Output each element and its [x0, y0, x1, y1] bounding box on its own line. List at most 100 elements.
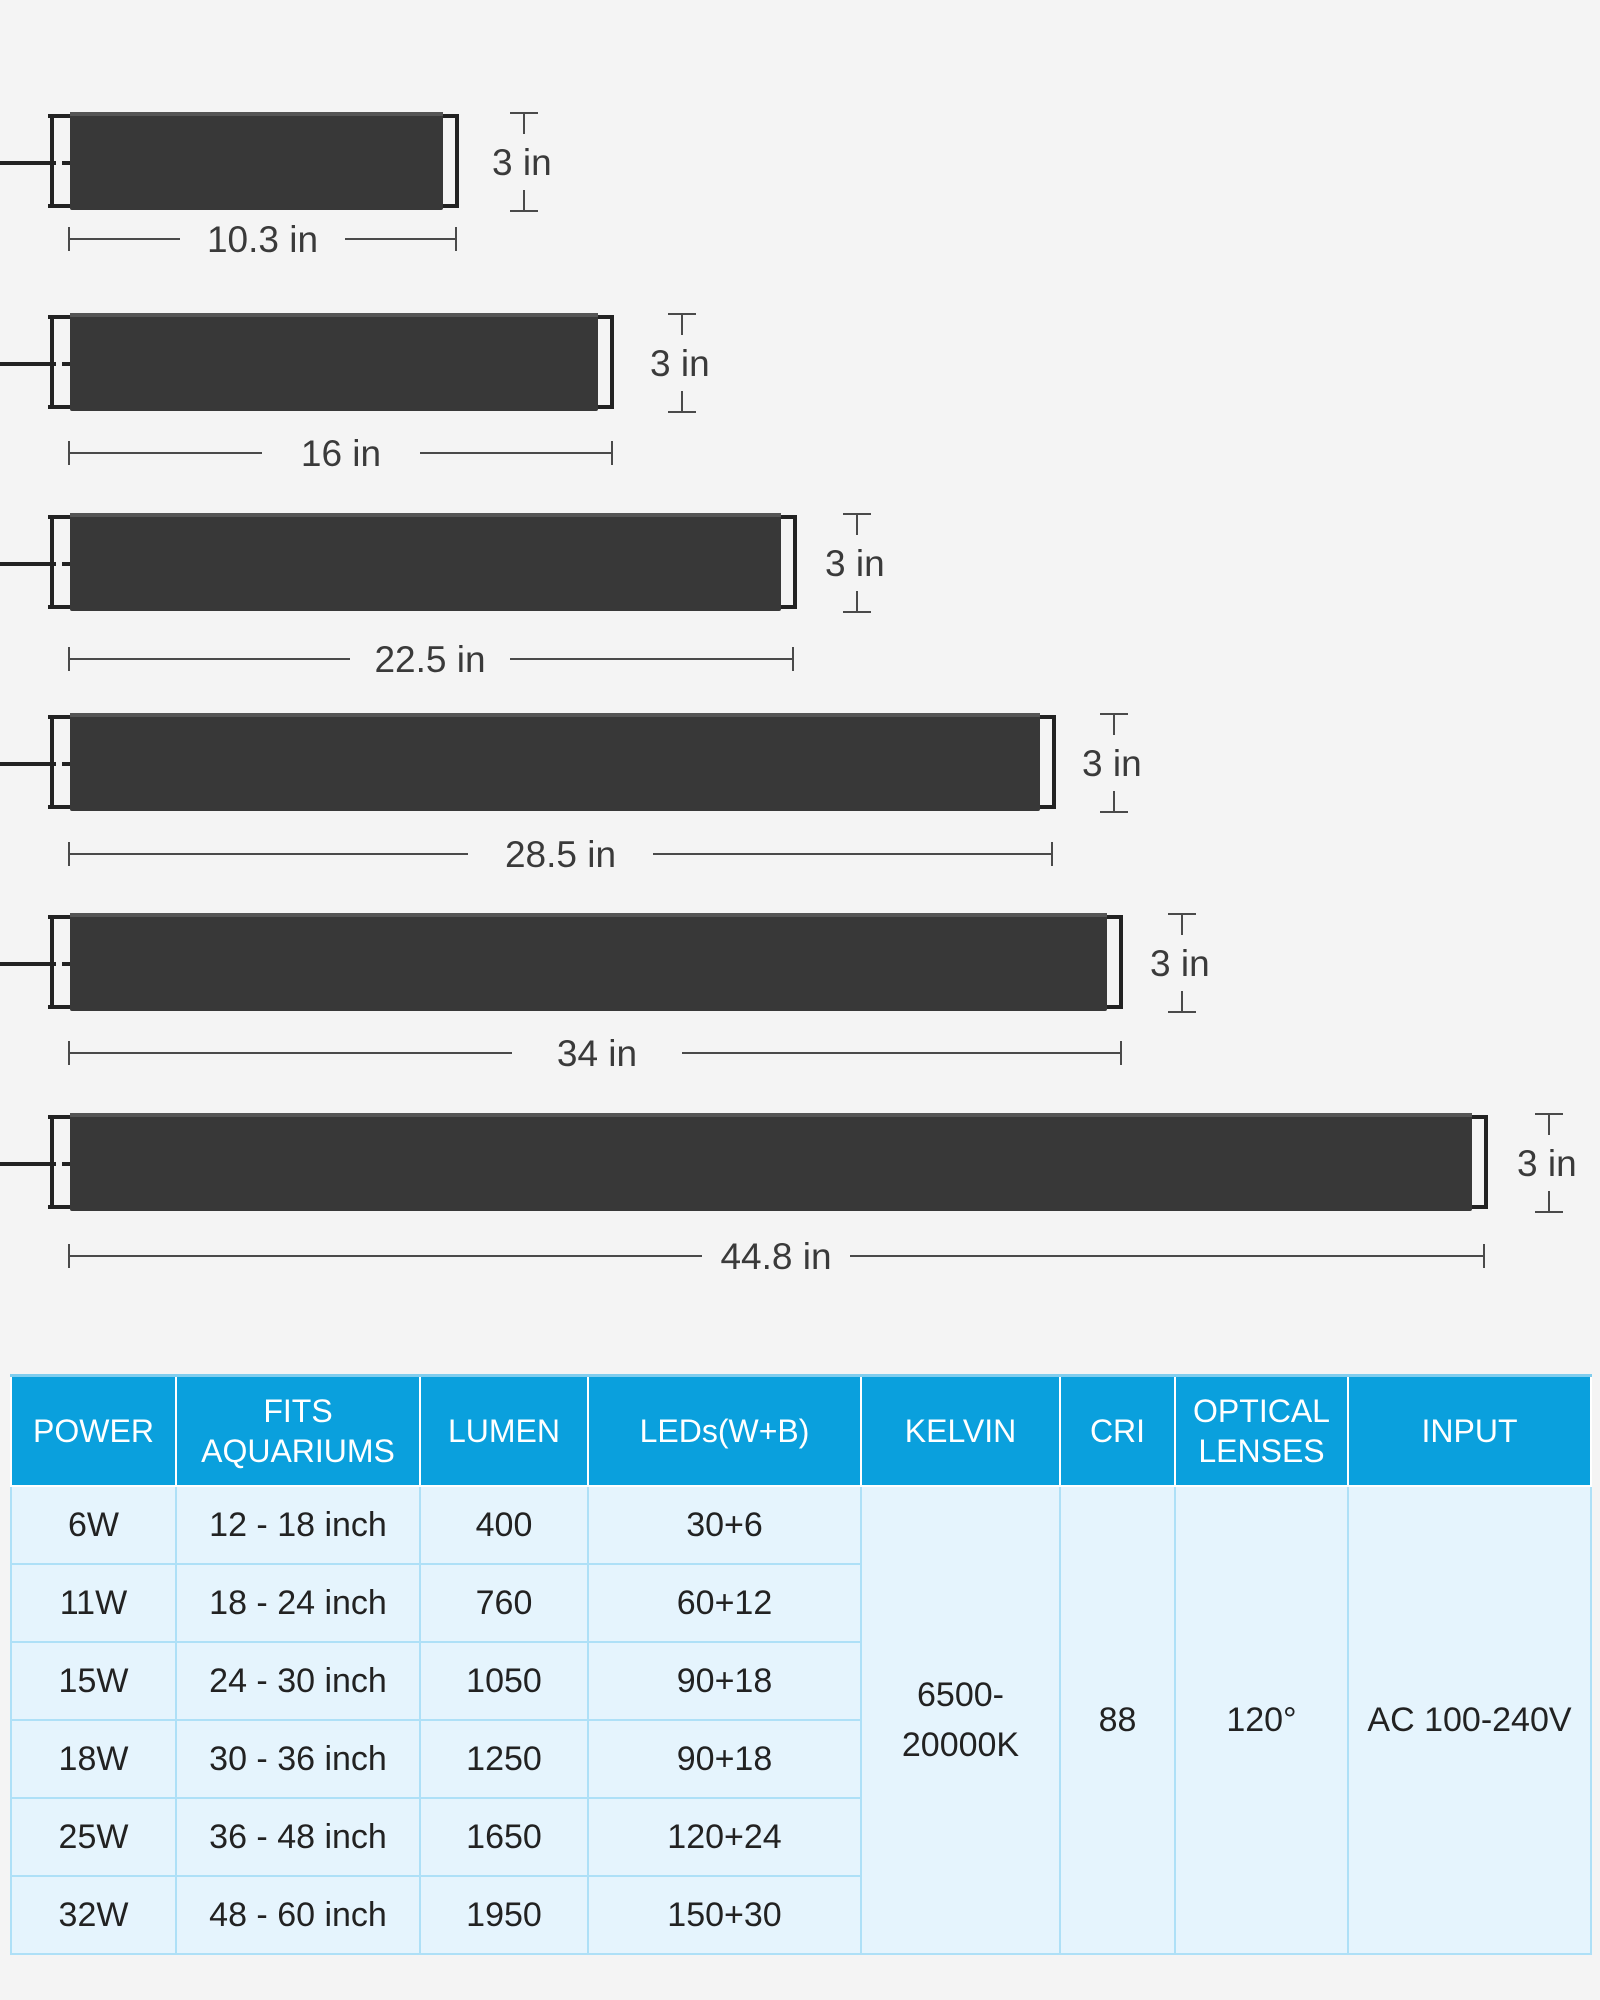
cell-fits: 12 - 18 inch	[175, 1485, 421, 1565]
left-bracket	[48, 1115, 70, 1209]
left-bracket	[48, 315, 70, 409]
light-bar-edge	[70, 513, 781, 517]
left-bracket-highlight	[56, 521, 62, 603]
cell-power: 32W	[10, 1875, 177, 1955]
header-leds: LEDs(W+B)	[587, 1374, 862, 1487]
light-bar-body	[70, 112, 443, 210]
light-bar-edge	[70, 112, 443, 116]
cell-lumen: 1050	[419, 1641, 589, 1721]
right-bracket-highlight	[785, 523, 790, 601]
height-label: 3 in	[650, 343, 710, 384]
left-bracket-highlight	[56, 1121, 62, 1203]
right-bracket-highlight	[1111, 923, 1116, 1001]
width-label: 16 in	[301, 433, 381, 474]
table-header-row: POWER FITS AQUARIUMS LUMEN LEDs(W+B) KELV…	[10, 1374, 1592, 1487]
cell-power: 6W	[10, 1485, 177, 1565]
right-bracket	[781, 515, 797, 609]
right-bracket	[1472, 1115, 1488, 1209]
spec-table: POWER FITS AQUARIUMS LUMEN LEDs(W+B) KELV…	[10, 1374, 1592, 1955]
cell-kelvin: 6500- 20000K	[860, 1485, 1061, 1955]
fixture-bars-svg: 3 in 10.3 in 3 in 16 in 3 in 22.5 in 3 in 28.5 …	[0, 112, 1577, 1277]
light-bar-body	[70, 513, 781, 611]
height-label: 3 in	[1517, 1143, 1577, 1184]
cell-leds: 120+24	[587, 1797, 862, 1877]
cell-power: 18W	[10, 1719, 177, 1799]
width-label: 44.8 in	[720, 1236, 831, 1277]
cell-input: AC 100-240V	[1347, 1485, 1592, 1955]
right-bracket	[598, 315, 614, 409]
cell-fits: 18 - 24 inch	[175, 1563, 421, 1643]
right-bracket	[1107, 915, 1123, 1009]
width-label: 34 in	[557, 1033, 637, 1074]
right-bracket-highlight	[602, 323, 607, 401]
left-bracket	[48, 915, 70, 1009]
height-label: 3 in	[1150, 943, 1210, 984]
cell-lumen: 1950	[419, 1875, 589, 1955]
light-bar-edge	[70, 313, 598, 317]
height-label: 3 in	[825, 543, 885, 584]
kelvin-line1: 6500-	[917, 1676, 1004, 1714]
kelvin-line2: 20000K	[901, 1726, 1020, 1764]
header-power: POWER	[10, 1374, 177, 1487]
table-row: 11W 18 - 24 inch 760 60+12	[10, 1563, 1591, 1643]
cell-power: 25W	[10, 1797, 177, 1877]
cell-lumen: 760	[419, 1563, 589, 1643]
light-bar-edge	[70, 713, 1040, 717]
table-row: 15W 24 - 30 inch 1050 90+18	[10, 1641, 1591, 1721]
left-bracket	[48, 515, 70, 609]
light-bar-edge	[70, 1113, 1472, 1117]
header-fits-line1: FITS	[263, 1393, 333, 1429]
cell-fits: 48 - 60 inch	[175, 1875, 421, 1955]
header-input: INPUT	[1347, 1374, 1592, 1487]
table-row: 32W 48 - 60 inch 1950 150+30	[10, 1875, 1591, 1955]
left-bracket-highlight	[56, 120, 62, 202]
cell-leds: 30+6	[587, 1485, 862, 1565]
width-label: 10.3 in	[207, 219, 318, 260]
header-lumen: LUMEN	[419, 1374, 589, 1487]
header-optical-line2: LENSES	[1198, 1433, 1325, 1469]
light-bar-body	[70, 913, 1107, 1011]
left-bracket-highlight	[56, 721, 62, 803]
cell-fits: 30 - 36 inch	[175, 1719, 421, 1799]
cell-leds: 90+18	[587, 1641, 862, 1721]
cell-power: 11W	[10, 1563, 177, 1643]
header-optical-line1: OPTICAL	[1193, 1393, 1330, 1429]
cell-leds: 150+30	[587, 1875, 862, 1955]
light-bar-edge	[70, 913, 1107, 917]
width-label: 28.5 in	[505, 834, 616, 875]
table-row: 6W 12 - 18 inch 400 30+6 6500- 20000K 88 …	[10, 1485, 1592, 1955]
cell-lumen: 1650	[419, 1797, 589, 1877]
height-label: 3 in	[492, 142, 552, 183]
header-optical-lenses: OPTICAL LENSES	[1174, 1374, 1349, 1487]
light-bar-body	[70, 713, 1040, 811]
table-row: 25W 36 - 48 inch 1650 120+24	[10, 1797, 1591, 1877]
right-bracket-highlight	[1476, 1123, 1481, 1201]
right-bracket-highlight	[1044, 723, 1049, 801]
height-label: 3 in	[1082, 743, 1142, 784]
cell-lumen: 1250	[419, 1719, 589, 1799]
left-bracket-highlight	[56, 321, 62, 403]
right-bracket	[443, 114, 459, 208]
table-row: 18W 30 - 36 inch 1250 90+18	[10, 1719, 1591, 1799]
left-bracket-highlight	[56, 921, 62, 1003]
header-kelvin: KELVIN	[860, 1374, 1061, 1487]
fixture-dimension-diagram: 3 in 10.3 in 3 in 16 in 3 in 22.5 in 3 in 28.5 …	[0, 112, 1577, 1277]
light-bar-body	[70, 313, 598, 411]
cell-fits: 36 - 48 inch	[175, 1797, 421, 1877]
cell-power: 15W	[10, 1641, 177, 1721]
header-fits-line2: AQUARIUMS	[201, 1433, 395, 1469]
left-bracket	[48, 715, 70, 809]
light-bar-body	[70, 1113, 1472, 1211]
header-fits-aquariums: FITS AQUARIUMS	[175, 1374, 421, 1487]
header-cri: CRI	[1059, 1374, 1176, 1487]
cell-optical-lenses: 120°	[1174, 1485, 1349, 1955]
cell-leds: 60+12	[587, 1563, 862, 1643]
cell-fits: 24 - 30 inch	[175, 1641, 421, 1721]
cell-cri: 88	[1059, 1485, 1176, 1955]
right-bracket-highlight	[447, 122, 452, 200]
width-label: 22.5 in	[374, 639, 485, 680]
cell-lumen: 400	[419, 1485, 589, 1565]
left-bracket	[48, 114, 70, 208]
right-bracket	[1040, 715, 1056, 809]
cell-leds: 90+18	[587, 1719, 862, 1799]
